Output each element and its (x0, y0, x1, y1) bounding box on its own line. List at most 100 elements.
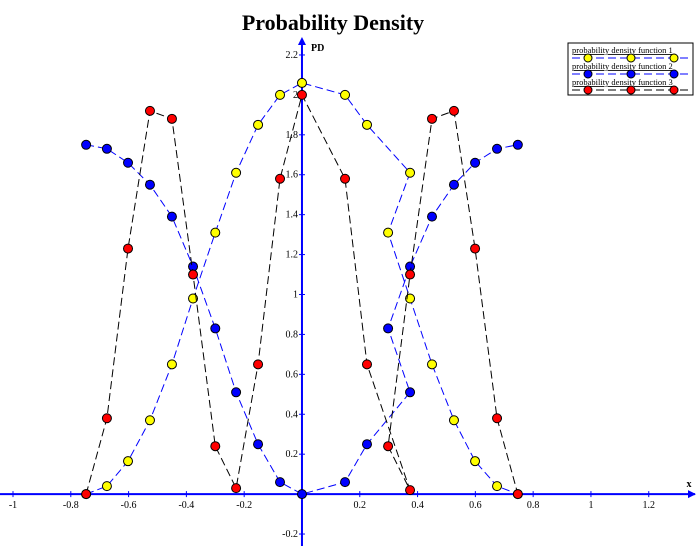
legend-marker (583, 85, 593, 95)
point (144, 179, 155, 190)
x-tick-label: 0.6 (469, 500, 482, 511)
point (275, 89, 286, 100)
point (492, 143, 503, 154)
point (231, 167, 242, 178)
y-tick-label: 1.4 (285, 210, 298, 221)
legend-marker (669, 69, 679, 79)
point (470, 243, 481, 254)
point (275, 477, 286, 488)
point (253, 359, 264, 370)
point (448, 105, 459, 116)
point (383, 441, 394, 452)
point (123, 456, 134, 467)
x-axis-label: x (687, 479, 692, 490)
point (296, 89, 307, 100)
legend-marker (583, 69, 593, 79)
legend-marker (583, 53, 593, 63)
y-tick-label: 0.4 (285, 409, 298, 420)
point (101, 413, 112, 424)
x-tick-label: 1 (588, 500, 593, 511)
point (231, 483, 242, 494)
point (210, 227, 221, 238)
point (361, 359, 372, 370)
point (340, 173, 351, 184)
point (166, 211, 177, 222)
point (512, 139, 523, 150)
y-tick-label: 1 (293, 289, 298, 300)
series-line (86, 144, 518, 495)
point (188, 293, 199, 304)
point (512, 489, 523, 500)
x-tick-label: 0.4 (411, 500, 424, 511)
point (448, 415, 459, 426)
x-tick-label: -0.6 (121, 500, 137, 511)
point (210, 441, 221, 452)
point (340, 89, 351, 100)
legend-marker (626, 69, 636, 79)
point (101, 143, 112, 154)
legend-marker (669, 53, 679, 63)
point (144, 105, 155, 116)
point (253, 439, 264, 450)
point (405, 485, 416, 496)
point (405, 387, 416, 398)
y-axis-arrow (297, 37, 306, 45)
point (81, 139, 92, 150)
point (296, 77, 307, 88)
point (448, 179, 459, 190)
x-tick-label: 0.2 (354, 500, 367, 511)
point (427, 359, 438, 370)
legend-label: probability density function 2 (572, 61, 673, 71)
point (383, 323, 394, 334)
point (144, 415, 155, 426)
point (188, 269, 199, 280)
point (275, 173, 286, 184)
legend-label: probability density function 3 (572, 77, 673, 87)
point (340, 477, 351, 488)
x-tick-label: 1.2 (642, 500, 655, 511)
x-tick-label: -0.8 (63, 500, 79, 511)
point (123, 243, 134, 254)
point (492, 413, 503, 424)
y-tick-label: 0.6 (285, 369, 298, 380)
point (123, 157, 134, 168)
point (166, 113, 177, 124)
y-tick-label: 0.2 (285, 449, 298, 460)
legend-label: probability density function 1 (572, 45, 673, 55)
point (231, 387, 242, 398)
point (470, 456, 481, 467)
legend-marker (626, 53, 636, 63)
y-tick-label: -0.2 (282, 529, 298, 540)
x-tick-label: -1 (9, 500, 17, 511)
x-axis-arrow (688, 490, 696, 499)
point (81, 489, 92, 500)
point (253, 119, 264, 130)
point (405, 293, 416, 304)
legend: probability density function 1 probabilit… (567, 42, 694, 96)
point (427, 113, 438, 124)
point (101, 481, 112, 492)
y-tick-label: 2 (293, 90, 298, 101)
point (470, 157, 481, 168)
chart-title: Probability Density (242, 10, 424, 35)
point (210, 323, 221, 334)
y-tick-label: 2.2 (285, 50, 298, 61)
x-tick-label: 0.8 (527, 500, 540, 511)
point (383, 227, 394, 238)
legend-marker (669, 85, 679, 95)
x-tick-label: -0.2 (236, 500, 252, 511)
legend-marker (626, 85, 636, 95)
y-tick-label: 1.2 (285, 250, 298, 261)
y-tick-label: 1.6 (285, 170, 298, 181)
point (166, 359, 177, 370)
point (405, 269, 416, 280)
point (405, 167, 416, 178)
point (361, 119, 372, 130)
y-tick-label: 0.8 (285, 329, 298, 340)
x-tick-label: -0.4 (178, 500, 194, 511)
point (296, 489, 307, 500)
y-axis-label: PD (311, 43, 324, 54)
series-line (85, 82, 519, 495)
point (361, 439, 372, 450)
